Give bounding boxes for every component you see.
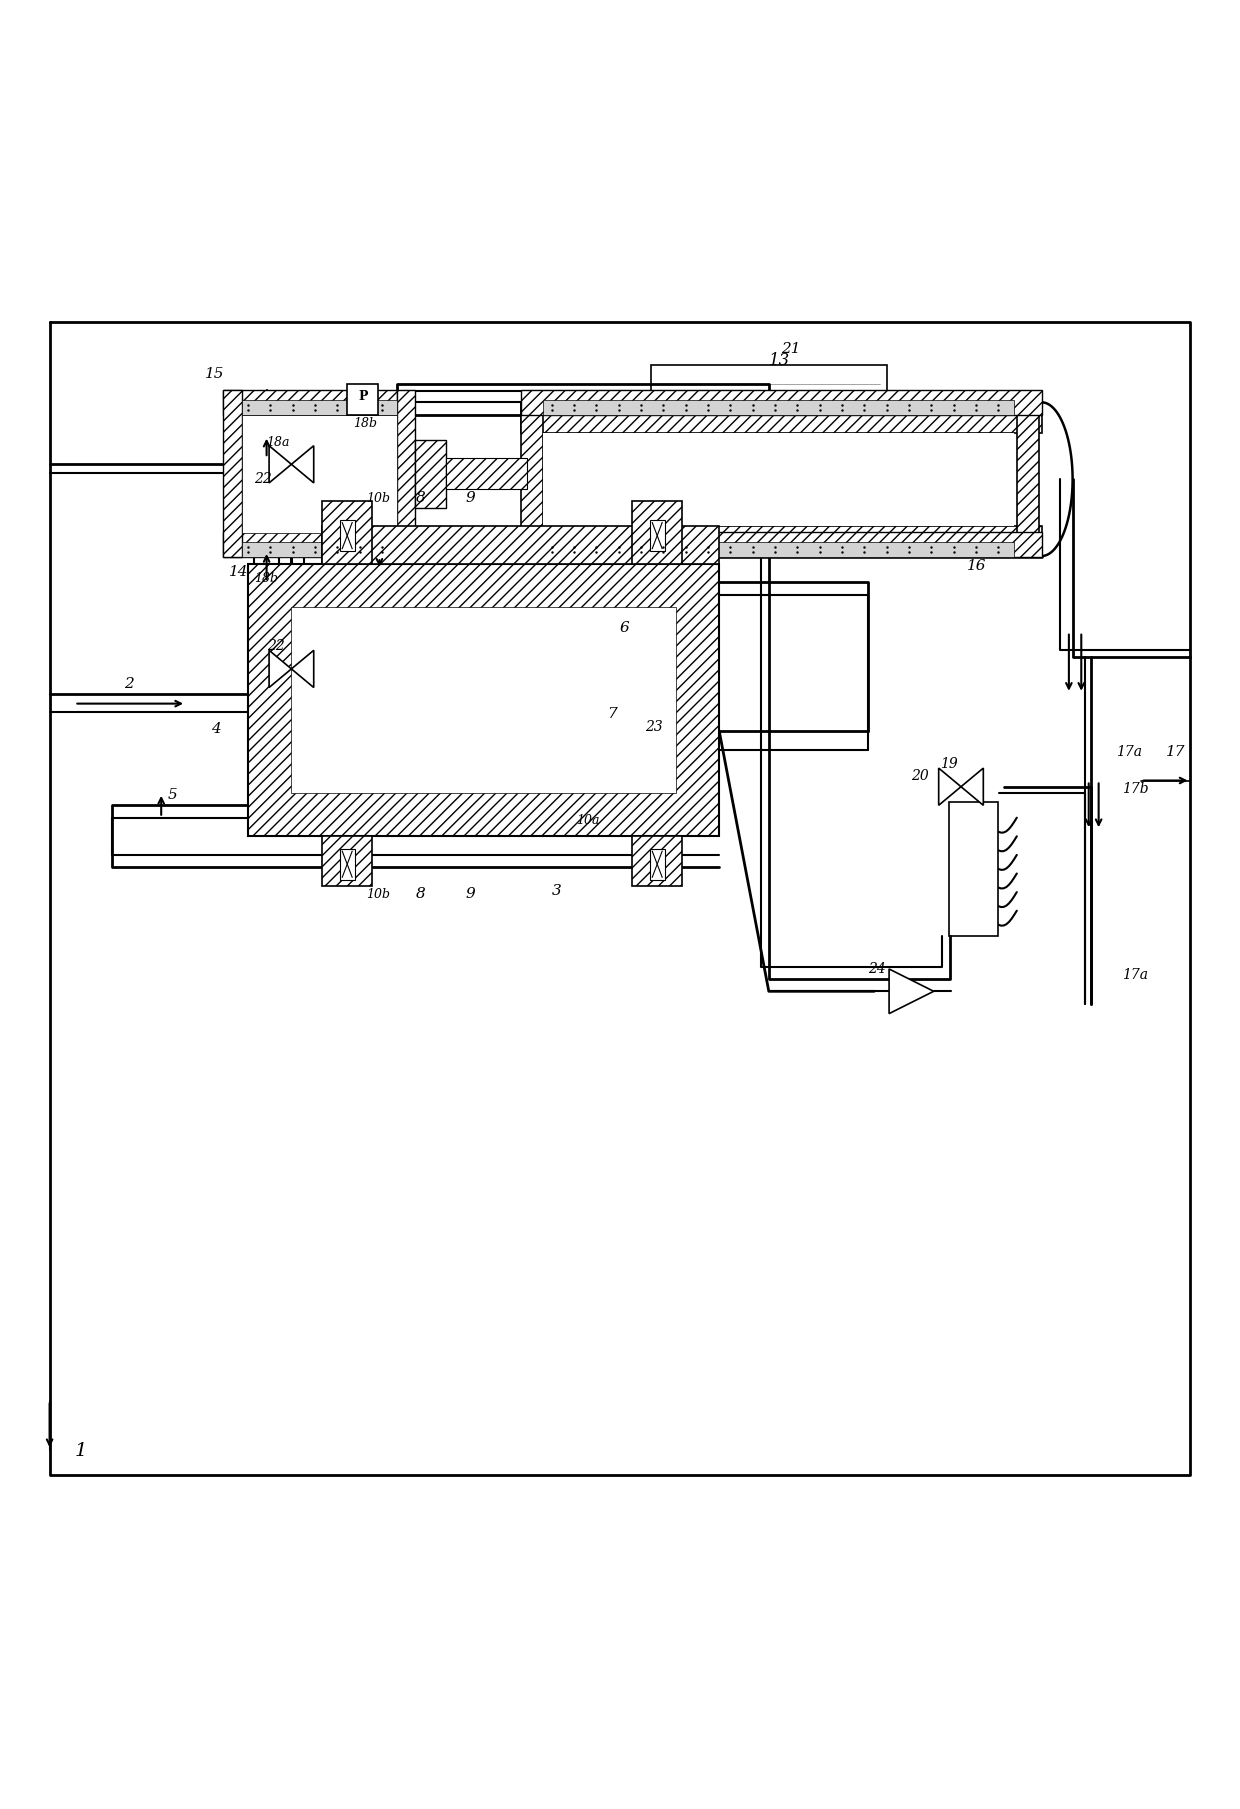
Text: 5: 5 bbox=[167, 789, 177, 801]
Bar bbox=[291, 606, 676, 792]
Bar bbox=[223, 391, 397, 414]
Text: 18b: 18b bbox=[353, 418, 377, 431]
Bar bbox=[521, 402, 543, 557]
Bar bbox=[521, 526, 1042, 557]
Text: 10b: 10b bbox=[366, 492, 389, 505]
Bar bbox=[223, 391, 242, 557]
Bar bbox=[1017, 402, 1039, 557]
Bar bbox=[223, 532, 397, 557]
Bar bbox=[340, 848, 355, 879]
Bar bbox=[242, 414, 397, 532]
Text: 24: 24 bbox=[868, 962, 885, 975]
Bar bbox=[248, 563, 719, 836]
Polygon shape bbox=[291, 649, 314, 687]
Text: 10a: 10a bbox=[577, 814, 600, 827]
Text: 20: 20 bbox=[911, 769, 929, 783]
Text: 17a: 17a bbox=[1122, 968, 1148, 982]
Bar bbox=[543, 434, 1014, 526]
Bar bbox=[397, 391, 415, 557]
Polygon shape bbox=[269, 649, 291, 687]
Text: 19: 19 bbox=[940, 758, 957, 771]
Bar bbox=[322, 501, 372, 563]
Text: 21: 21 bbox=[781, 342, 801, 356]
Text: 6: 6 bbox=[620, 620, 630, 635]
Text: 10b: 10b bbox=[366, 888, 389, 901]
Text: 4: 4 bbox=[211, 722, 221, 736]
Polygon shape bbox=[889, 970, 934, 1013]
Bar bbox=[347, 384, 378, 414]
Text: 22: 22 bbox=[254, 472, 272, 487]
Bar bbox=[322, 836, 372, 886]
Bar bbox=[949, 801, 998, 935]
Text: 14: 14 bbox=[229, 564, 249, 579]
Polygon shape bbox=[939, 769, 961, 805]
Text: 22: 22 bbox=[267, 639, 284, 653]
Text: 8: 8 bbox=[415, 886, 425, 901]
Text: 9: 9 bbox=[465, 886, 475, 901]
Text: 1: 1 bbox=[74, 1442, 87, 1460]
Text: 9: 9 bbox=[465, 490, 475, 505]
Text: 17: 17 bbox=[1166, 745, 1185, 758]
Polygon shape bbox=[291, 445, 314, 483]
Bar bbox=[543, 543, 1014, 557]
Text: 18b: 18b bbox=[254, 572, 278, 584]
Text: 8: 8 bbox=[415, 490, 425, 505]
Text: 17b: 17b bbox=[1122, 781, 1148, 796]
Text: 18a: 18a bbox=[267, 436, 290, 449]
Text: 17a: 17a bbox=[1116, 745, 1142, 758]
Text: 3: 3 bbox=[552, 883, 562, 897]
Text: 15: 15 bbox=[205, 367, 224, 380]
Bar bbox=[651, 365, 887, 402]
Bar bbox=[446, 458, 527, 488]
Bar bbox=[340, 521, 355, 552]
Text: 13: 13 bbox=[769, 353, 790, 369]
Bar bbox=[521, 532, 1042, 557]
Bar bbox=[521, 391, 1042, 414]
Bar bbox=[632, 501, 682, 563]
Text: 23: 23 bbox=[645, 720, 662, 734]
Polygon shape bbox=[961, 769, 983, 805]
Bar bbox=[650, 848, 665, 879]
Bar bbox=[242, 543, 397, 557]
Bar bbox=[415, 440, 446, 508]
Bar bbox=[543, 400, 1014, 414]
Bar bbox=[650, 521, 665, 552]
Bar bbox=[242, 400, 397, 414]
Text: 7: 7 bbox=[608, 707, 618, 722]
Bar bbox=[632, 836, 682, 886]
Text: 2: 2 bbox=[124, 677, 134, 691]
Text: 16: 16 bbox=[967, 559, 987, 573]
Bar bbox=[521, 402, 1042, 434]
Text: P: P bbox=[358, 389, 368, 403]
Polygon shape bbox=[269, 445, 291, 483]
Bar bbox=[322, 526, 719, 563]
